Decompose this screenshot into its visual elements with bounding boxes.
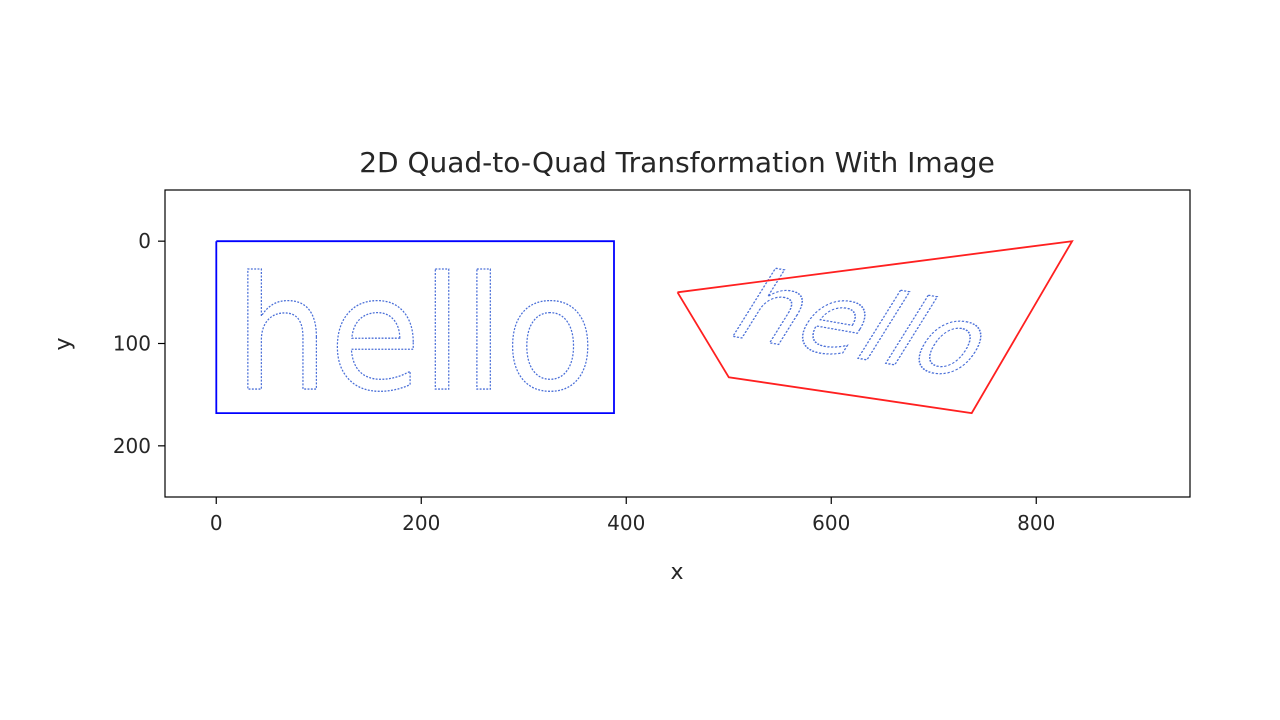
chart-title: 2D Quad-to-Quad Transformation With Imag…: [359, 146, 995, 179]
plot-area: hello hello: [164, 189, 1191, 498]
y-axis: 0 100 200: [113, 229, 165, 458]
series-layer: [215, 240, 1074, 415]
source-rectangle-line: [215, 240, 615, 415]
y-tick-label: 200: [113, 434, 151, 458]
x-tick-label: 800: [1017, 511, 1055, 535]
x-tick-label: 0: [210, 511, 223, 535]
x-axis: 0 200 400 600 800: [210, 497, 1055, 535]
x-axis-label: x: [670, 560, 683, 585]
y-tick-label: 0: [138, 229, 151, 253]
x-tick-label: 600: [812, 511, 850, 535]
target-quad-line: [676, 240, 1074, 415]
x-tick-label: 400: [607, 511, 645, 535]
source-image-text: hello: [234, 243, 596, 427]
y-tick-label: 100: [113, 332, 151, 356]
x-tick-label: 200: [402, 511, 440, 535]
y-axis-label: y: [51, 337, 76, 350]
